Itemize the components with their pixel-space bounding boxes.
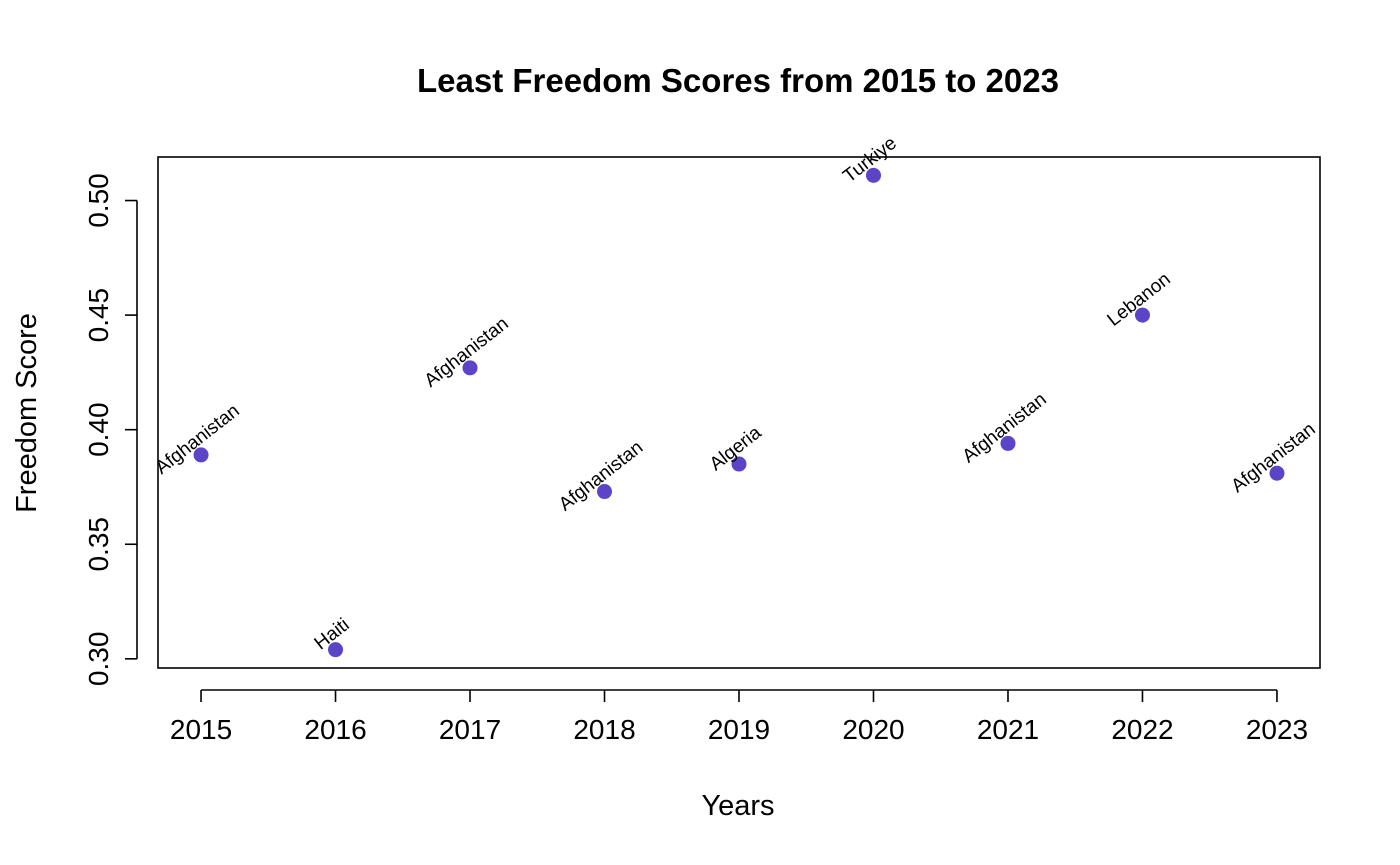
x-axis: 2015 2016 2017 2018 2019 2020 2021 2022 2023 — [170, 689, 1308, 745]
x-tick-label: 2018 — [573, 714, 635, 745]
x-axis-label: Years — [701, 790, 774, 822]
point-label: Afghanistan — [959, 389, 1051, 467]
point-label: Afghanistan — [555, 437, 647, 515]
x-tick-label: 2017 — [439, 714, 501, 745]
y-axis-label: Freedom Score — [11, 313, 43, 513]
data-point — [1134, 307, 1150, 323]
data-point — [1000, 435, 1016, 451]
point-label: Afghanistan — [421, 313, 513, 391]
data-point — [731, 456, 747, 472]
data-point — [328, 642, 344, 658]
data-point — [1269, 465, 1285, 481]
y-tick-label: 0.45 — [83, 288, 114, 343]
data-point — [193, 447, 209, 463]
point-label: Afghanistan — [1228, 419, 1320, 497]
x-tick-label: 2023 — [1246, 714, 1308, 745]
chart-title: Least Freedom Scores from 2015 to 2023 — [417, 62, 1059, 99]
x-tick-label: 2021 — [977, 714, 1039, 745]
x-tick-label: 2022 — [1111, 714, 1173, 745]
point-label: Afghanistan — [152, 400, 244, 478]
x-tick-label: 2016 — [304, 714, 366, 745]
y-tick-label: 0.30 — [83, 632, 114, 687]
y-tick-label: 0.50 — [83, 173, 114, 228]
data-point — [865, 167, 881, 183]
x-tick-label: 2019 — [708, 714, 770, 745]
y-axis: 0.30 0.35 0.40 0.45 0.50 — [83, 173, 138, 687]
data-point — [462, 360, 478, 376]
y-tick-label: 0.40 — [83, 402, 114, 457]
data-point — [597, 484, 613, 500]
x-tick-label: 2020 — [842, 714, 904, 745]
plot-frame — [157, 156, 1321, 669]
y-tick-label: 0.35 — [83, 517, 114, 572]
x-tick-label: 2015 — [170, 714, 232, 745]
